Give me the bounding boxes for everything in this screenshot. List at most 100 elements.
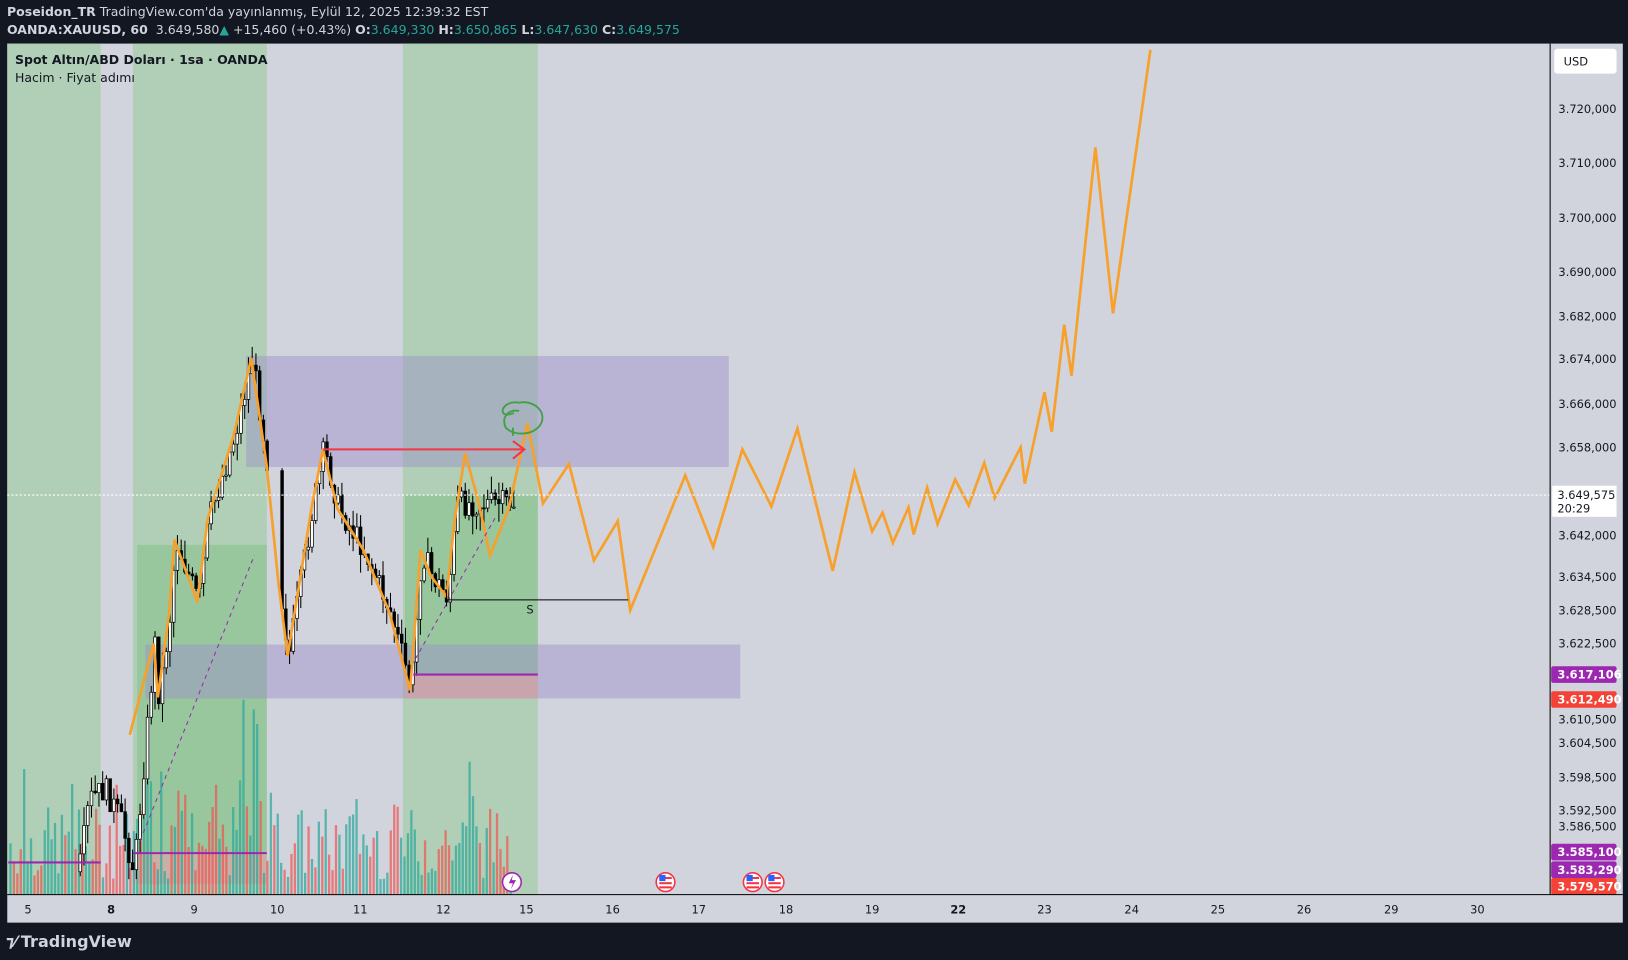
lightning-icon[interactable] [501,872,522,893]
volume-bar [197,842,201,895]
volume-bar [358,853,362,895]
volume-bar [9,843,12,895]
session-band [7,43,101,895]
close-label: C: [602,22,617,37]
volume-bar [98,824,101,895]
circle-mark [501,401,544,436]
volume-bar [214,784,218,895]
time-tick: 23 [1037,902,1052,916]
candle-body [474,513,479,517]
candle-body [280,470,284,610]
arrow-head-icon [512,440,527,460]
volume-bar [434,870,437,895]
open-label: O: [355,22,371,37]
price-tick: 3.720,000 [1558,102,1616,116]
volume-bar [84,846,88,895]
volume-bar [485,828,488,895]
volume-bar [262,872,266,895]
volume-bar [19,849,22,895]
time-tick: 29 [1384,902,1399,916]
time-tick: 25 [1211,902,1226,916]
volume-bar [245,806,249,895]
candle-body [231,443,236,453]
volume-bar [348,816,351,895]
us-flag-icon[interactable] [742,872,763,893]
tradingview-logo[interactable]: ⁊⁄ TradingView [6,932,132,951]
volume-bar [95,808,98,895]
candle-body [429,552,434,575]
volume-bar [60,814,64,895]
volume-bar [410,810,413,895]
volume-bar [471,796,475,895]
candle-body [463,490,467,516]
time-tick: 17 [691,902,706,916]
candle-body [306,546,310,551]
currency-button[interactable] [1554,48,1617,74]
volume-bar [142,818,146,895]
volume-bar [115,784,118,895]
volume-bar [324,809,327,895]
change: +15,460 (+0.43%) [233,22,352,37]
candle-body [224,474,228,477]
current-price-value: 3.649,575 [1557,488,1615,502]
stop-zone [404,674,538,699]
volume-bar [331,870,334,895]
time-tick: 22 [950,902,966,916]
price-tick: 3.700,000 [1558,211,1616,225]
candle-body [396,626,400,635]
price-badge [1551,861,1617,879]
price-tick: 3.634,500 [1558,570,1616,584]
candle-body [500,490,505,505]
volume-bar [77,809,81,895]
volume-bar [105,863,108,895]
high-value: 3.650,865 [453,22,518,37]
volume-bar [389,830,392,895]
time-axis[interactable] [7,894,1623,923]
volume-bar [413,829,416,895]
volume-bar [170,825,173,895]
price-axis[interactable] [1550,43,1623,895]
price-tick: 3.604,500 [1558,736,1616,750]
volume-bar [441,845,444,895]
volume-bar [235,829,238,895]
volume-bar [57,873,60,895]
volume-bar [208,821,211,895]
candle-body [97,783,101,794]
volume-bar [266,860,269,895]
volume-bar [187,847,190,895]
volume-bar [218,838,221,895]
candle-body [89,790,94,807]
volume-bar [36,870,40,895]
indicator-list[interactable]: Hacim · Fiyat adımı [15,70,135,85]
time-tick: 30 [1470,902,1485,916]
price-tick: 3.642,000 [1558,529,1616,543]
volume-bar [420,874,423,895]
candle-body [119,803,124,813]
volume-bar [269,792,273,895]
volume-bar [468,761,471,895]
candle-body [86,805,90,826]
volume-bar [458,842,461,895]
candle-body [216,496,221,501]
volume-bar [125,813,129,895]
series-title[interactable]: Spot Altın/ABD Doları · 1sa · OANDA [15,52,268,67]
us-flag-icon[interactable] [655,872,676,893]
volume-bar [16,873,19,895]
candle-body [134,838,139,871]
volume-bar [204,848,207,895]
candle-body [493,492,497,500]
candle-body [82,825,86,855]
candle-body [138,814,142,840]
support-line [445,589,629,601]
volume-bar [461,822,464,895]
volume-bar [146,780,149,895]
us-flag-icon[interactable] [764,872,785,893]
volume-bar [444,830,447,895]
candle-body [130,862,135,871]
time-tick: 24 [1124,902,1139,916]
volume-bar [489,808,492,895]
volume-bar [403,856,406,895]
time-tick: 19 [865,902,880,916]
volume-bar [118,845,122,895]
